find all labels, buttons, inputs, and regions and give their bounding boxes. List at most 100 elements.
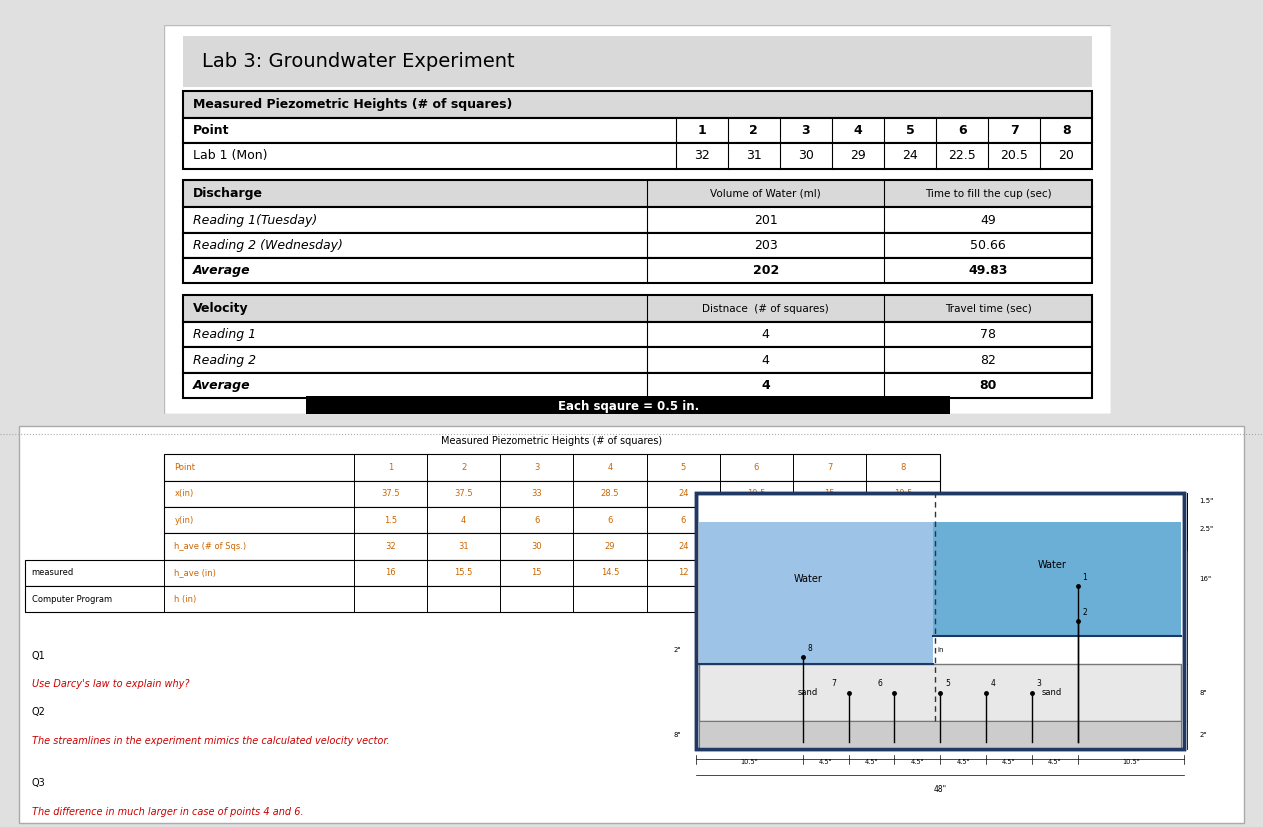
Text: x(in): x(in) [174,490,193,498]
Text: 37.5: 37.5 [455,490,472,498]
Text: Reading 2 (Wednesday): Reading 2 (Wednesday) [192,239,342,252]
Text: Measured Piezometric Heights (# of squares): Measured Piezometric Heights (# of squar… [441,436,663,446]
Text: 20: 20 [1058,150,1075,162]
Text: 4.5": 4.5" [956,759,970,765]
Text: Distnace  (# of squares): Distnace (# of squares) [702,304,829,313]
Bar [183,36,1092,87]
Text: Reading 1(Tuesday): Reading 1(Tuesday) [192,213,317,227]
Text: 5: 5 [945,679,950,688]
Bar [164,480,940,507]
Text: 12: 12 [678,568,688,577]
Bar [307,396,950,418]
Text: 15: 15 [825,490,835,498]
Bar [183,347,1092,373]
Bar [700,664,1181,721]
Text: The streamlines in the experiment mimics the calculated velocity vector.: The streamlines in the experiment mimics… [32,736,389,746]
Text: h_ave (# of Sqs.): h_ave (# of Sqs.) [174,542,246,551]
Text: Travel time (sec): Travel time (sec) [945,304,1032,313]
Text: Q2: Q2 [32,707,45,718]
Text: 2": 2" [1200,732,1207,739]
Text: y(in): y(in) [174,515,193,524]
Bar [183,180,1092,208]
Text: Use Darcy's law to explain why?: Use Darcy's law to explain why? [32,679,189,689]
Text: 201: 201 [754,213,778,227]
Text: 6: 6 [878,679,883,688]
Text: sand: sand [798,688,818,697]
Text: 16: 16 [385,568,395,577]
Text: sand: sand [1042,688,1062,697]
Text: 4.5": 4.5" [818,759,832,765]
Text: 32: 32 [385,542,395,551]
Text: 4: 4 [991,679,997,688]
Bar [933,522,1181,636]
Text: The difference in much larger in case of points 4 and 6.: The difference in much larger in case of… [32,807,303,817]
Text: 80: 80 [980,379,997,392]
Text: 10.5: 10.5 [894,490,912,498]
Text: 30: 30 [798,150,813,162]
Text: 32: 32 [693,150,710,162]
Text: 2: 2 [749,124,758,137]
Text: 1.5": 1.5" [1200,498,1214,504]
Text: 4.5": 4.5" [865,759,878,765]
Bar [183,208,1092,232]
Text: 50.66: 50.66 [970,239,1007,252]
Text: 14.5: 14.5 [601,568,619,577]
Text: 20: 20 [898,542,908,551]
Text: 4: 4 [461,515,466,524]
Text: Q1: Q1 [32,651,45,661]
Bar [700,721,1181,749]
Bar [164,533,940,560]
Text: 5: 5 [906,124,914,137]
Text: 4: 4 [608,463,613,472]
Bar [164,454,940,480]
Text: Measured Piezometric Heights (# of squares): Measured Piezometric Heights (# of squar… [192,98,512,111]
Text: 4: 4 [762,379,770,392]
Bar [183,258,1092,284]
Text: 19.5: 19.5 [748,490,765,498]
Bar [183,91,1092,118]
Text: 31: 31 [458,542,469,551]
Text: 7: 7 [827,463,832,472]
Text: 6: 6 [754,463,759,472]
Text: Water: Water [793,574,822,584]
Text: 20.5: 20.5 [821,542,839,551]
Text: 1: 1 [1082,572,1087,581]
Text: 4: 4 [901,515,906,524]
Text: 82: 82 [980,354,997,366]
Text: 78: 78 [980,328,997,342]
Text: 24: 24 [678,542,688,551]
Text: Computer Program: Computer Program [32,595,111,604]
Text: 2.5": 2.5" [1200,526,1214,532]
Text: 202: 202 [753,264,779,277]
Text: 4: 4 [762,328,769,342]
Text: h_ave (in): h_ave (in) [174,568,216,577]
Text: Average: Average [192,379,250,392]
Text: Volume of Water (ml): Volume of Water (ml) [710,189,821,198]
Text: 49: 49 [980,213,997,227]
Text: 4: 4 [854,124,863,137]
Bar [183,118,1092,143]
Text: 24: 24 [902,150,918,162]
Bar [183,232,1092,258]
Text: 24: 24 [678,490,688,498]
Text: 4.5": 4.5" [1048,759,1061,765]
Text: h (in): h (in) [174,595,197,604]
Text: Reading 2: Reading 2 [192,354,255,366]
Text: 31: 31 [746,150,762,162]
Text: 22.5: 22.5 [949,150,976,162]
Text: 6: 6 [957,124,966,137]
Text: 4: 4 [762,354,769,366]
Bar [696,494,1185,749]
Text: 10.25: 10.25 [818,568,841,577]
Text: 7: 7 [831,679,836,688]
Text: Water: Water [1038,560,1066,570]
Bar [183,295,1092,323]
Text: 1: 1 [697,124,706,137]
Text: 22.5: 22.5 [748,542,765,551]
Text: 5: 5 [681,463,686,472]
Text: 4.5": 4.5" [1002,759,1015,765]
Text: Average: Average [192,264,250,277]
Text: 4.5": 4.5" [911,759,925,765]
Bar [696,494,1185,749]
Text: 3: 3 [802,124,811,137]
